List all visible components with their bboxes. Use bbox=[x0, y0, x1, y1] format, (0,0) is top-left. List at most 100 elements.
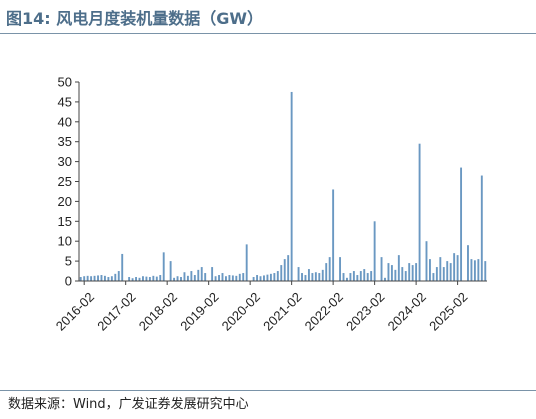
bar bbox=[107, 277, 110, 281]
bar bbox=[373, 221, 376, 281]
bar bbox=[394, 269, 397, 281]
bar bbox=[110, 276, 113, 281]
bar bbox=[200, 267, 203, 281]
bar bbox=[79, 277, 82, 281]
bar bbox=[197, 269, 200, 281]
bar bbox=[366, 273, 369, 281]
bar bbox=[256, 275, 259, 281]
bar bbox=[283, 259, 286, 281]
bar bbox=[408, 263, 411, 281]
bar bbox=[173, 277, 176, 281]
x-tick-label: 2024-02 bbox=[385, 289, 429, 333]
y-tick-label: 0 bbox=[65, 274, 72, 289]
bar bbox=[439, 257, 442, 281]
bar bbox=[432, 273, 435, 281]
bar bbox=[339, 257, 341, 281]
bar bbox=[384, 277, 386, 281]
bar bbox=[121, 253, 124, 281]
bar bbox=[349, 273, 352, 281]
bar bbox=[100, 275, 103, 281]
bar bbox=[442, 267, 445, 281]
bar bbox=[103, 275, 106, 281]
bar bbox=[301, 273, 303, 281]
bar bbox=[429, 259, 431, 281]
bar bbox=[83, 276, 86, 281]
bar bbox=[287, 255, 290, 281]
bar bbox=[307, 269, 310, 281]
source-divider bbox=[0, 390, 536, 391]
bar bbox=[231, 275, 234, 281]
bar bbox=[252, 277, 255, 281]
bar bbox=[97, 275, 99, 281]
bar bbox=[135, 277, 137, 281]
chart-title: 图14: 风电月度装机量数据（GW） bbox=[6, 9, 264, 28]
bar bbox=[446, 261, 449, 281]
bar bbox=[418, 143, 421, 281]
y-tick-label: 25 bbox=[58, 174, 72, 189]
title-divider bbox=[0, 33, 536, 34]
bar bbox=[211, 267, 214, 281]
bar bbox=[155, 276, 158, 281]
bar bbox=[145, 276, 148, 281]
y-axis: 0 5 10 15 20 25 30 35 40 45 50 bbox=[58, 75, 80, 289]
bar bbox=[321, 269, 324, 281]
y-tick-label: 20 bbox=[58, 194, 72, 209]
bar bbox=[425, 241, 428, 281]
bar bbox=[484, 261, 487, 281]
y-tick-label: 40 bbox=[58, 114, 72, 129]
bar bbox=[259, 276, 262, 281]
bar bbox=[238, 273, 241, 281]
bar bbox=[346, 277, 348, 281]
bar bbox=[470, 259, 473, 281]
bar bbox=[235, 275, 238, 281]
x-axis: 2016-022017-022018-022019-022020-022021-… bbox=[53, 280, 487, 334]
bar bbox=[280, 265, 283, 281]
bar bbox=[460, 167, 463, 281]
bar bbox=[214, 276, 217, 281]
bar bbox=[162, 252, 165, 281]
bar bbox=[176, 276, 179, 281]
source-note: 数据来源：Wind，广发证券发展研究中心 bbox=[8, 397, 249, 412]
x-tick-label: 2017-02 bbox=[94, 289, 138, 333]
y-tick-label: 30 bbox=[58, 154, 72, 169]
bar bbox=[128, 277, 131, 281]
bar bbox=[90, 276, 93, 281]
bar bbox=[117, 271, 120, 281]
bar bbox=[363, 269, 366, 281]
x-tick-label: 2020-02 bbox=[219, 289, 263, 333]
bar bbox=[290, 91, 293, 281]
bar bbox=[449, 263, 452, 281]
bar bbox=[332, 189, 335, 281]
bar bbox=[221, 273, 224, 281]
bar-series bbox=[79, 91, 487, 281]
bar bbox=[370, 271, 373, 281]
bar bbox=[193, 275, 196, 281]
bar bbox=[266, 274, 269, 281]
bar bbox=[276, 271, 279, 281]
x-tick-label: 2021-02 bbox=[260, 289, 304, 333]
bar bbox=[397, 255, 400, 281]
bar bbox=[359, 271, 362, 281]
bar bbox=[352, 271, 355, 281]
bar bbox=[401, 267, 404, 281]
bar bbox=[473, 260, 476, 281]
bar bbox=[415, 263, 418, 281]
bar bbox=[245, 244, 248, 281]
bar bbox=[204, 273, 207, 281]
bar bbox=[342, 273, 345, 281]
bar bbox=[169, 261, 172, 281]
bar bbox=[152, 275, 155, 281]
y-tick-label: 5 bbox=[65, 254, 72, 269]
x-tick-label: 2016-02 bbox=[53, 289, 97, 333]
bar bbox=[467, 245, 469, 281]
bar bbox=[380, 257, 383, 281]
x-tick-label: 2018-02 bbox=[136, 289, 180, 333]
y-tick-label: 10 bbox=[58, 234, 72, 249]
bar bbox=[269, 273, 272, 281]
bar bbox=[228, 275, 231, 281]
bar bbox=[86, 275, 89, 281]
bar bbox=[273, 273, 276, 281]
bar bbox=[93, 275, 96, 281]
bar bbox=[186, 275, 189, 281]
bar bbox=[311, 273, 314, 281]
